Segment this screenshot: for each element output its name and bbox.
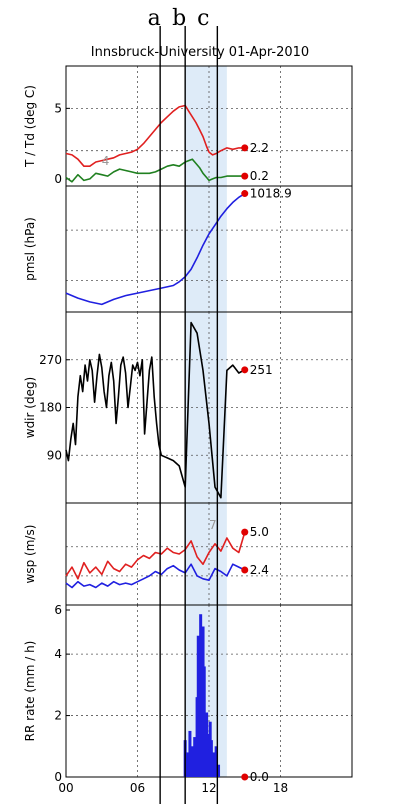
rain-bar: [209, 740, 213, 777]
chart-title: Innsbruck-University 01-Apr-2010: [91, 45, 309, 60]
y-tick-label: 0: [54, 172, 62, 186]
y-axis-label: wsp (m/s): [23, 525, 37, 584]
last-value-label: 2.2: [250, 141, 269, 155]
last-value-label: 251: [250, 363, 273, 377]
y-axis-label: wdir (deg): [23, 377, 37, 439]
y-tick-label: 5: [54, 101, 62, 115]
y-tick-label: 4: [54, 647, 62, 661]
y-axis-label: pmsl (hPa): [23, 217, 37, 281]
rain-bar: [202, 666, 206, 777]
x-tick-label: 12: [201, 781, 216, 795]
y-axis-label: RR rate (mm / h): [23, 641, 37, 742]
series-line: [65, 563, 246, 589]
rain-bar: [190, 746, 194, 777]
last-value-dot: [241, 566, 249, 574]
last-value-dot: [241, 172, 249, 180]
rain-bar: [188, 730, 192, 777]
last-value-label: 2.4: [250, 563, 269, 577]
last-value-label: 5.0: [250, 525, 269, 539]
panel-pressure: pmsl (hPa) 1018.9: [23, 185, 353, 313]
y-tick-label: 0: [54, 770, 62, 784]
panel-wind_speed: wsp (m/s) 6 5.0 2.4 7: [23, 502, 353, 617]
last-value-label: 0.2: [250, 169, 269, 183]
x-tick-label: 18: [273, 781, 288, 795]
series-line: [65, 321, 246, 499]
x-tick-label: 06: [130, 781, 145, 795]
panels-layer: T / Td (deg C) 0 5 2.2 0.2 4 pmsl (hPa) 1018.9 w…: [23, 65, 353, 795]
series-line: [65, 192, 246, 306]
y-tick-label: 6: [54, 603, 62, 617]
panel-rain_rate: RR rate (mm / h) 0 2 4 0.0 00 06 12 18: [23, 604, 353, 795]
last-value-dot: [241, 144, 249, 152]
y-tick-label: 180: [39, 401, 62, 415]
series-line: [65, 531, 246, 580]
event-marker-label: b: [172, 6, 186, 31]
panel-annotation: 4: [102, 154, 110, 168]
rain-bar: [186, 752, 190, 777]
rain-bar: [193, 737, 197, 777]
series-line: [65, 158, 245, 183]
last-value-label: 0.0: [250, 770, 269, 784]
panel-annotation: 7: [209, 518, 217, 532]
background-layer: [185, 66, 227, 777]
last-value-dot: [241, 528, 249, 536]
y-tick-label: 270: [39, 353, 62, 367]
event-marker-label: a: [148, 6, 161, 31]
shaded-period: [185, 66, 227, 777]
panel-temperature: T / Td (deg C) 0 5 2.2 0.2 4: [23, 65, 353, 187]
event-marker-label: c: [197, 6, 209, 31]
last-value-dot: [241, 190, 249, 198]
rain-bar: [199, 614, 203, 777]
x-tick-label: 00: [58, 781, 73, 795]
y-tick-label: 2: [54, 709, 62, 723]
y-tick-label: 90: [47, 448, 62, 462]
rain-bar: [214, 746, 218, 777]
last-value-label: 1018.9: [250, 187, 292, 201]
last-value-dot: [241, 773, 249, 781]
y-axis-label: T / Td (deg C): [23, 85, 37, 168]
rain-bar: [217, 764, 221, 777]
series-line: [65, 104, 245, 167]
last-value-dot: [241, 366, 249, 374]
rain-bar: [212, 752, 216, 777]
